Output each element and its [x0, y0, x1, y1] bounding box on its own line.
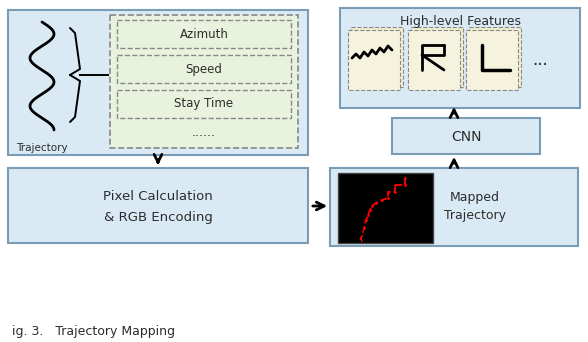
Text: CNN: CNN [451, 130, 481, 144]
Bar [408, 30, 460, 90]
Text: Azimuth: Azimuth [179, 27, 228, 40]
Text: ......: ...... [192, 127, 216, 140]
Text: & RGB Encoding: & RGB Encoding [103, 211, 212, 224]
Bar [466, 30, 518, 90]
Text: ig. 3.   Trajectory Mapping: ig. 3. Trajectory Mapping [12, 326, 175, 339]
Text: Trajectory: Trajectory [16, 143, 68, 153]
Text: Stay Time: Stay Time [175, 97, 233, 110]
Text: ...: ... [532, 51, 548, 69]
Text: Trajectory: Trajectory [444, 209, 506, 222]
Bar [117, 55, 291, 83]
Text: Speed: Speed [186, 63, 222, 76]
Bar [351, 27, 403, 87]
Bar [8, 168, 308, 243]
Bar [117, 90, 291, 118]
Bar [392, 118, 540, 154]
Bar [340, 8, 580, 108]
Text: Pixel Calculation: Pixel Calculation [103, 190, 213, 203]
Bar [338, 173, 433, 243]
Text: High-level Features: High-level Features [399, 15, 520, 28]
Bar [110, 15, 298, 148]
Text: Mapped: Mapped [450, 192, 500, 205]
Bar [330, 168, 578, 246]
Bar [117, 20, 291, 48]
Bar [348, 30, 400, 90]
Bar [411, 27, 463, 87]
Bar [469, 27, 521, 87]
Bar [8, 10, 308, 155]
